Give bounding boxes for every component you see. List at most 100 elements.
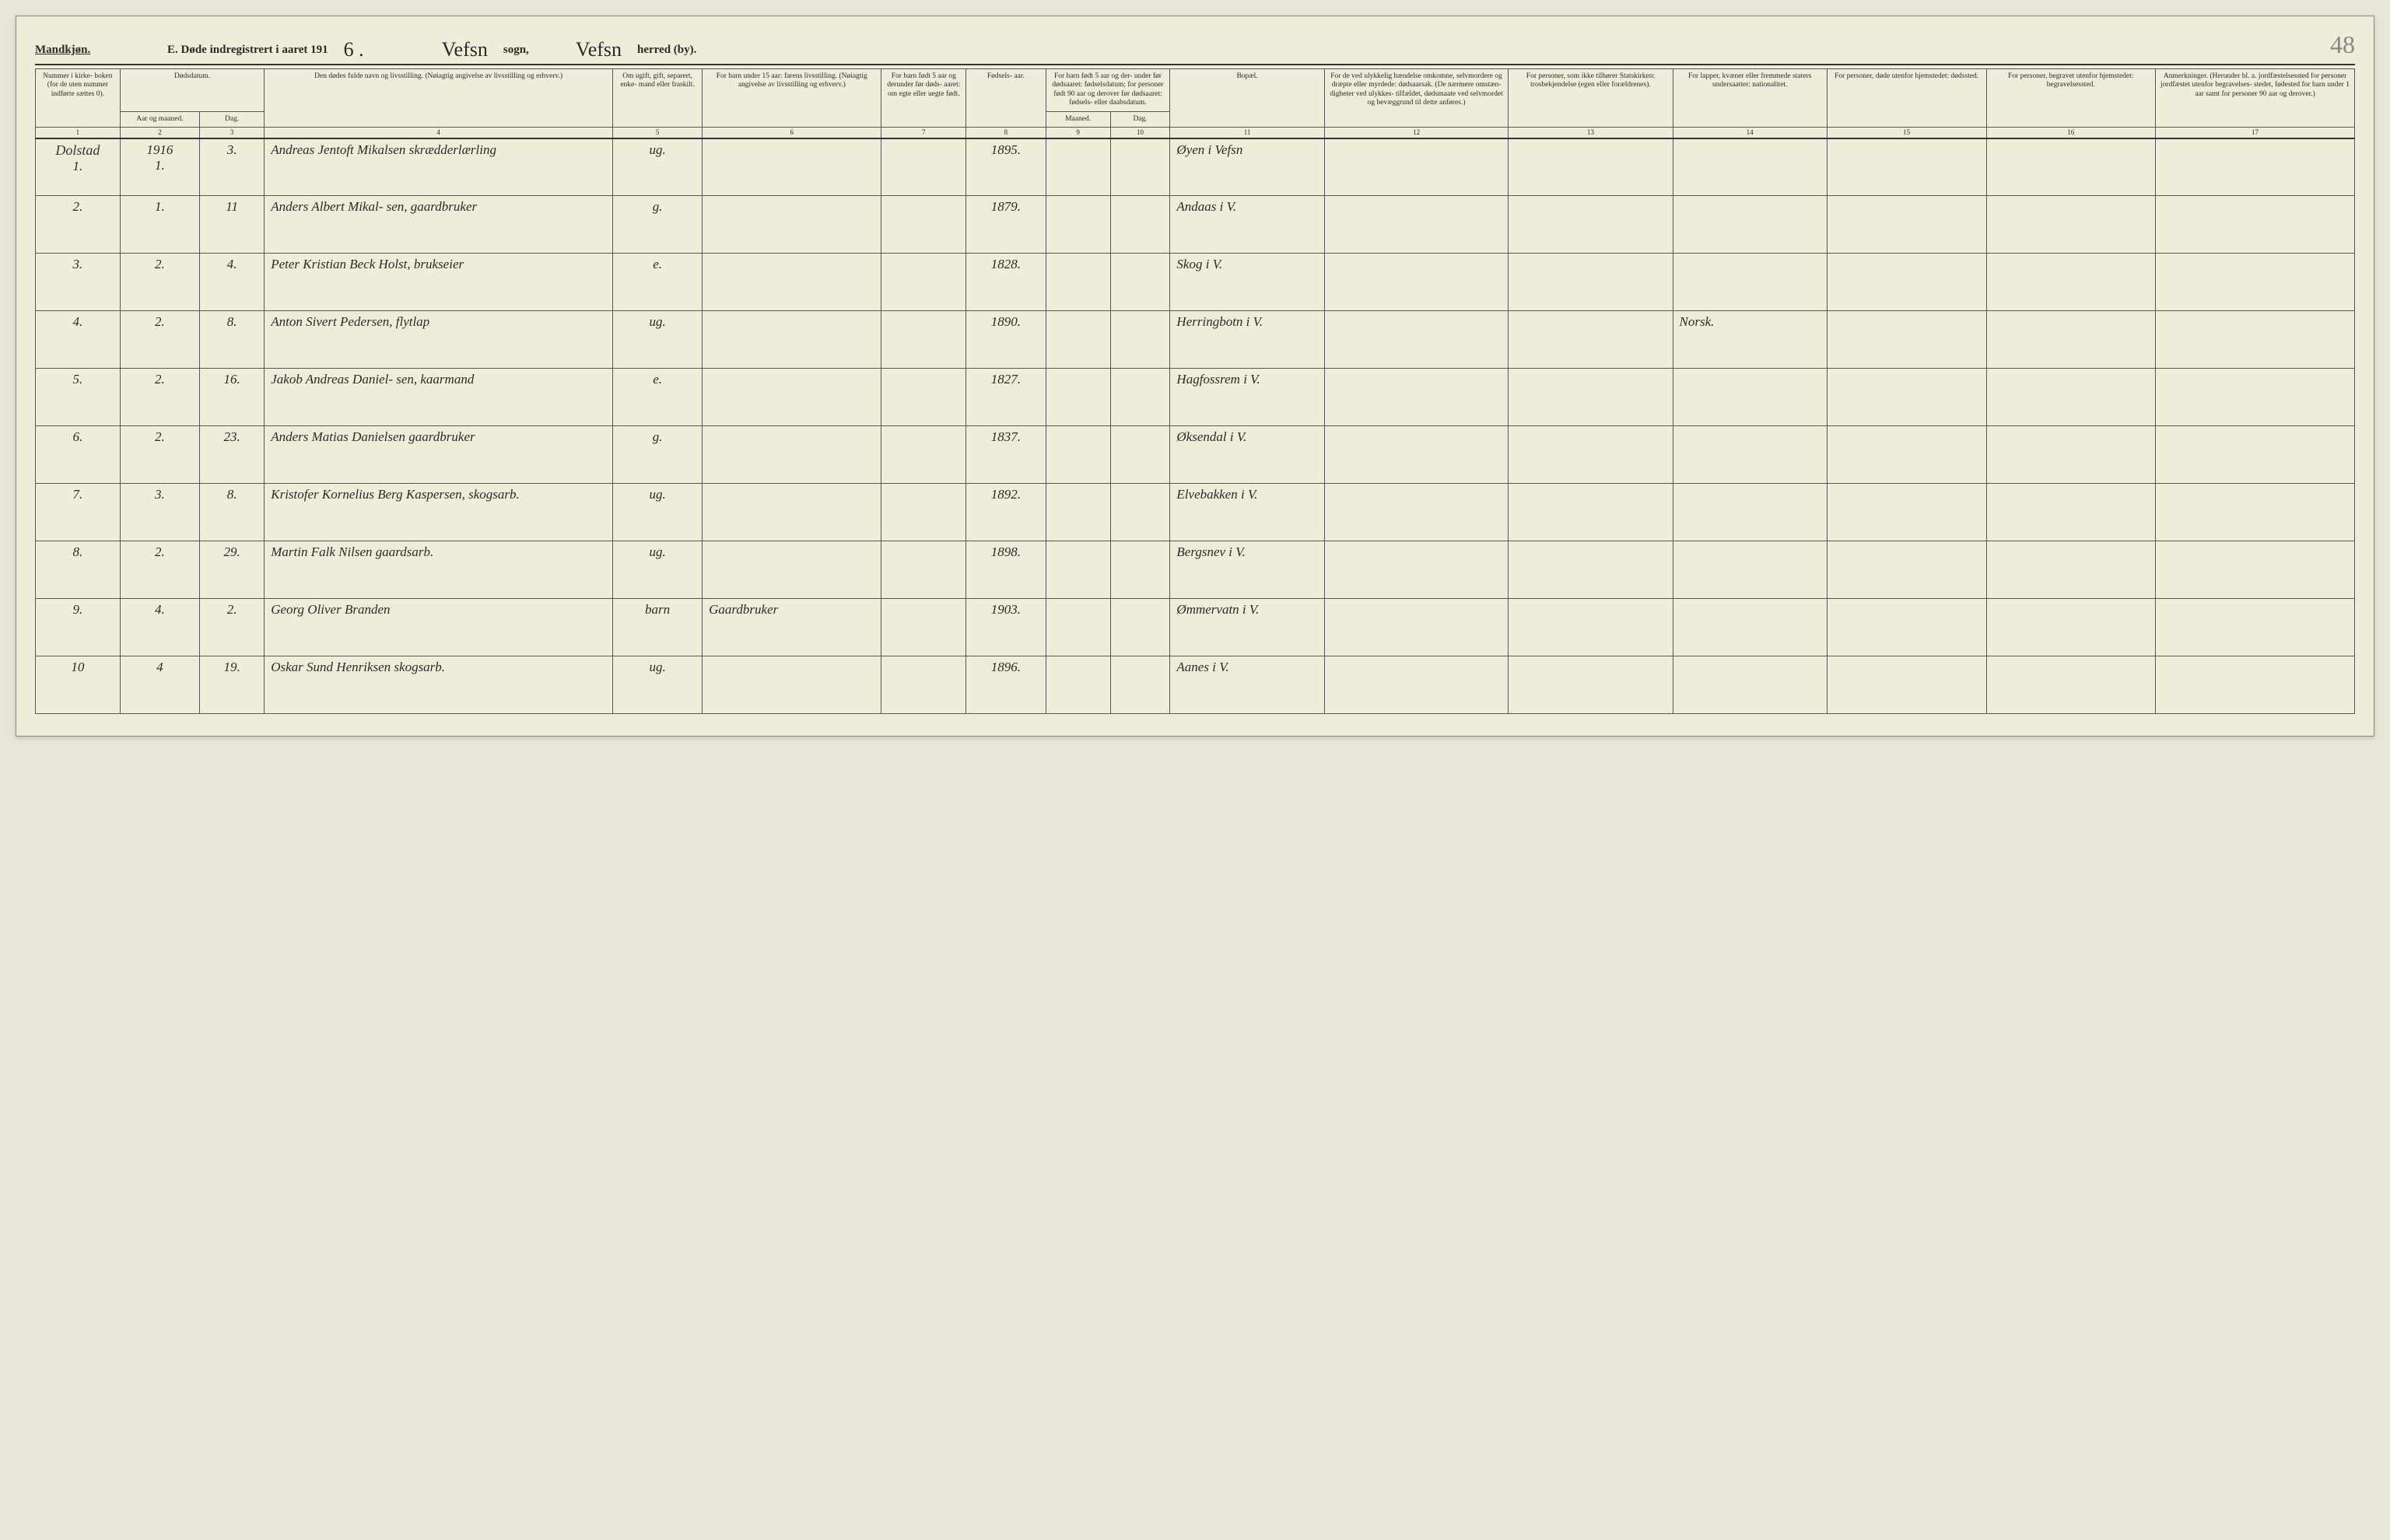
cell: 1896. [966,656,1046,714]
col-header-dag: Dag. [200,111,265,127]
cell [1324,484,1509,541]
cell: ug. [613,138,703,196]
cell [1673,426,1827,484]
cell [1509,196,1673,254]
cell [1110,426,1170,484]
cell [2156,196,2355,254]
table-row: 8.2.29.Martin Falk Nilsen gaardsarb.ug.1… [36,541,2355,599]
cell [1110,656,1170,714]
cell [881,656,966,714]
col-header-faren: For barn under 15 aar: farens livsstilli… [703,69,881,128]
cell [1509,254,1673,311]
cell: 1827. [966,369,1046,426]
cell: 3. [36,254,121,311]
cell [1673,369,1827,426]
cell [1827,311,1986,369]
cell: Andaas i V. [1170,196,1324,254]
table-row: 5.2.16.Jakob Andreas Daniel- sen, kaarma… [36,369,2355,426]
cell: 4. [120,599,199,656]
col-header-begr: For personer, begravet utenfor hjemstede… [1986,69,2156,128]
cell [703,311,881,369]
sogn-value: Vefsn [442,38,488,61]
cell [1986,656,2156,714]
cell: Hagfossrem i V. [1170,369,1324,426]
cell: Georg Oliver Branden [265,599,613,656]
cell [2156,541,2355,599]
cell [1509,369,1673,426]
cell: g. [613,196,703,254]
colnum: 16 [1986,127,2156,138]
cell [1046,656,1110,714]
colnum: 13 [1509,127,1673,138]
cell [1673,254,1827,311]
cell [1110,254,1170,311]
colnum: 5 [613,127,703,138]
register-page: Mandkjøn. E. Døde indregistrert i aaret … [16,16,2374,737]
cell [1827,599,1986,656]
col-header-dag2: Dag. [1110,111,1170,127]
cell: 10 [36,656,121,714]
cell [1046,369,1110,426]
cell [2156,484,2355,541]
cell: Øksendal i V. [1170,426,1324,484]
cell: 2. [120,254,199,311]
cell [2156,138,2355,196]
cell: 8. [200,484,265,541]
cell: Martin Falk Nilsen gaardsarb. [265,541,613,599]
cell [2156,656,2355,714]
cell [1986,138,2156,196]
cell [1827,484,1986,541]
colnum: 15 [1827,127,1986,138]
cell [1046,599,1110,656]
column-numbers-row: 1 2 3 4 5 6 7 8 9 10 11 12 13 14 15 16 1… [36,127,2355,138]
cell [1324,311,1509,369]
page-number: 48 [2330,30,2355,59]
col-header-anm: Anmerkninger. (Herunder bl. a. jordfæste… [2156,69,2355,128]
cell: Norsk. [1673,311,1827,369]
cell: Anders Albert Mikal- sen, gaardbruker [265,196,613,254]
cell [703,426,881,484]
cell [1986,599,2156,656]
cell: barn [613,599,703,656]
cell: 2. [120,369,199,426]
cell [1324,426,1509,484]
cell [881,541,966,599]
colnum: 6 [703,127,881,138]
cell [1673,196,1827,254]
cell: Bergsnev i V. [1170,541,1324,599]
cell: Ømmervatn i V. [1170,599,1324,656]
table-row: 2.1.11Anders Albert Mikal- sen, gaardbru… [36,196,2355,254]
cell [1827,196,1986,254]
colnum: 2 [120,127,199,138]
cell [1827,541,1986,599]
cell [1673,541,1827,599]
cell [703,484,881,541]
colnum: 4 [265,127,613,138]
title-prefix: E. Døde indregistrert i aaret 191 [167,44,328,57]
cell: 1879. [966,196,1046,254]
cell: 11 [200,196,265,254]
cell [1046,484,1110,541]
sogn-label: sogn, [503,44,529,57]
cell [881,196,966,254]
cell [1986,426,2156,484]
cell: 1895. [966,138,1046,196]
cell: Peter Kristian Beck Holst, brukseier [265,254,613,311]
year-cell: 1916 [146,142,173,157]
table-row: 3.2.4.Peter Kristian Beck Holst, bruksei… [36,254,2355,311]
cell: g. [613,426,703,484]
cell: 1828. [966,254,1046,311]
herred-value: Vefsn [576,38,622,61]
cell: 3. [200,138,265,196]
cell [1986,541,2156,599]
cell [881,138,966,196]
cell: 2. [120,541,199,599]
table-row: 10419.Oskar Sund Henriksen skogsarb.ug.1… [36,656,2355,714]
cell: 1892. [966,484,1046,541]
cell [1046,311,1110,369]
cell [2156,311,2355,369]
year-handwritten: 6 . [344,38,364,61]
cell: Oskar Sund Henriksen skogsarb. [265,656,613,714]
cell [1324,138,1509,196]
cell [1110,311,1170,369]
